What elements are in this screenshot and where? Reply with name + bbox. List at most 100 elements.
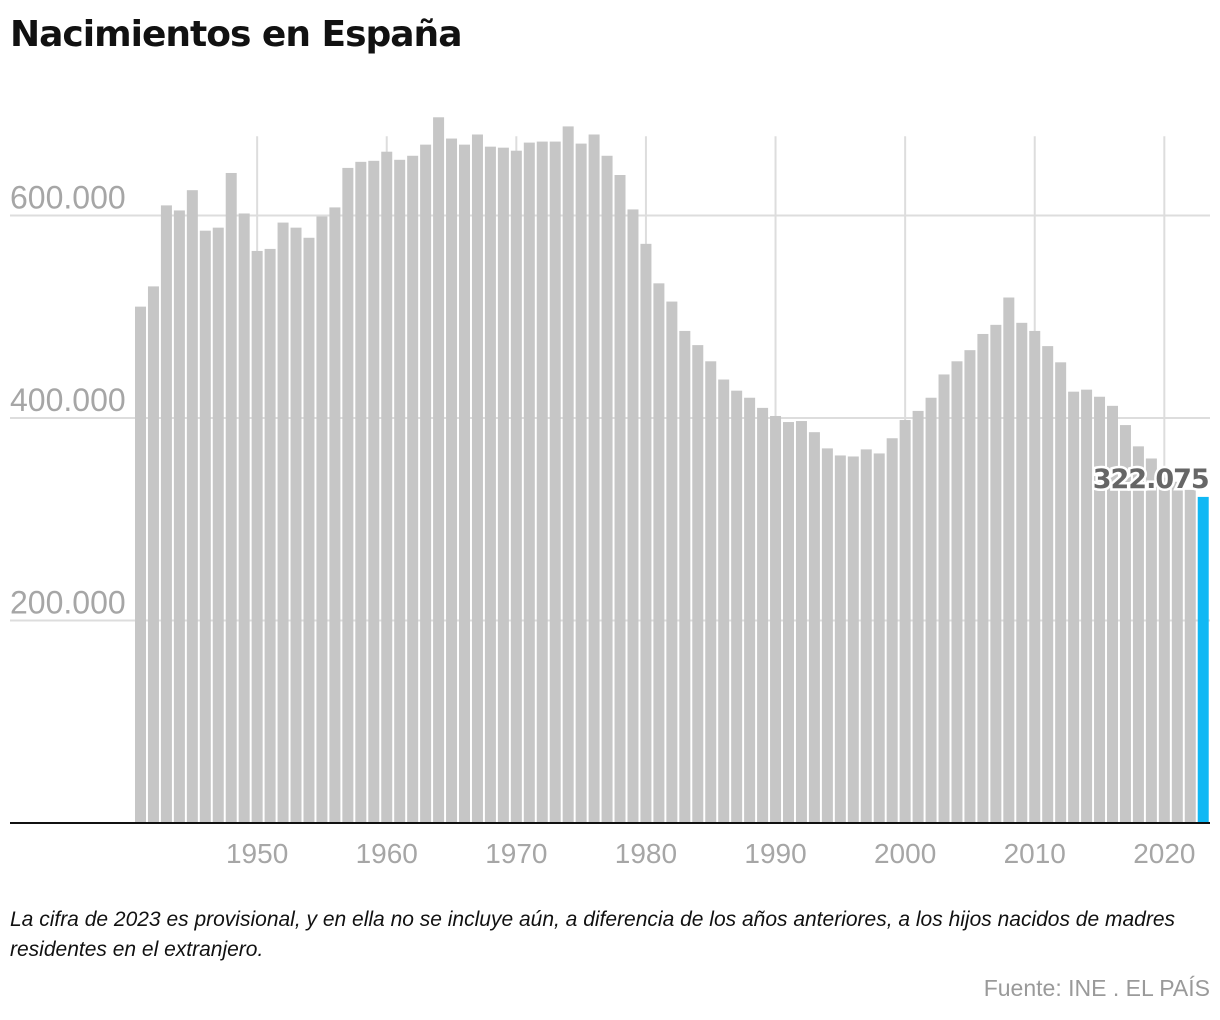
bar-2011 — [1042, 346, 1054, 823]
bar-1965 — [446, 138, 458, 824]
bar-1960 — [381, 151, 393, 823]
bar-1978 — [614, 175, 626, 823]
bar-2021 — [1171, 481, 1183, 823]
bar-2017 — [1119, 425, 1131, 823]
bar-1992 — [795, 421, 807, 823]
bar-1996 — [847, 456, 859, 823]
bar-1998 — [873, 453, 885, 823]
bar-1979 — [627, 209, 639, 824]
bar-2009 — [1016, 322, 1028, 823]
x-tick-label: 1990 — [744, 838, 806, 869]
x-tick-label: 1960 — [356, 838, 418, 869]
bar-2020 — [1158, 477, 1170, 823]
bar-1974 — [562, 126, 574, 823]
bar-1955 — [316, 216, 328, 823]
bar-2002 — [925, 397, 937, 823]
bar-1989 — [757, 407, 769, 823]
y-tick-label: 600.000 — [10, 180, 126, 216]
bar-1943 — [160, 205, 172, 823]
bar-2010 — [1029, 330, 1041, 823]
bar-2005 — [964, 350, 976, 823]
bar-1994 — [821, 448, 833, 823]
bar-1983 — [679, 330, 691, 823]
source-credit: Fuente: INE . EL PAÍS — [983, 975, 1210, 1001]
bar-1959 — [368, 160, 380, 823]
bar-1957 — [342, 167, 354, 824]
bar-2000 — [899, 420, 911, 823]
x-tick-label: 1970 — [485, 838, 547, 869]
x-axis-labels: 1950 1960 1970 1980 1990 2000 2010 2020 — [226, 838, 1195, 869]
bar-1942 — [147, 286, 159, 823]
highlight-value-label: 322.075 — [1093, 464, 1209, 495]
bar-1968 — [484, 146, 496, 823]
bar-1995 — [834, 455, 846, 823]
chart-title: Nacimientos en España — [10, 14, 462, 55]
x-tick-label: 2010 — [1004, 838, 1066, 869]
bar-2023 — [1197, 496, 1209, 823]
bar-1948 — [225, 172, 237, 824]
bar-1970 — [510, 150, 522, 823]
bar-1972 — [536, 141, 548, 823]
bar-1964 — [433, 117, 445, 824]
bar-2007 — [990, 324, 1002, 823]
bar-1987 — [731, 390, 743, 823]
bar-1962 — [407, 155, 419, 823]
bar-1947 — [212, 227, 224, 823]
bar-1961 — [394, 159, 406, 823]
bar-1985 — [705, 361, 717, 823]
bar-1997 — [860, 449, 872, 823]
bar-1986 — [718, 379, 730, 823]
bar-1980 — [640, 243, 652, 824]
bar-1976 — [588, 134, 600, 823]
bar-1990 — [770, 415, 782, 823]
bar-2014 — [1081, 389, 1093, 823]
x-tick-label: 1980 — [615, 838, 677, 869]
bar-1941 — [135, 306, 146, 823]
bar-1956 — [329, 207, 341, 823]
bar-1944 — [173, 210, 185, 823]
x-tick-label: 2020 — [1133, 838, 1195, 869]
bar-1963 — [420, 144, 432, 823]
bar-1967 — [471, 134, 483, 823]
bar-1971 — [523, 142, 535, 824]
bar-1953 — [290, 227, 302, 823]
bar-2013 — [1068, 391, 1080, 823]
bar-2019 — [1145, 458, 1157, 823]
bar-1991 — [783, 422, 794, 823]
bar-2001 — [912, 410, 924, 823]
bar-2008 — [1003, 297, 1015, 823]
bar-1973 — [549, 141, 561, 823]
bar-1966 — [459, 144, 470, 823]
bar-2012 — [1055, 362, 1067, 823]
bar-1988 — [744, 397, 756, 823]
bar-2003 — [938, 374, 950, 823]
bar-1949 — [238, 213, 250, 824]
bar-1999 — [886, 438, 898, 823]
bar-2015 — [1094, 396, 1106, 823]
x-tick-label: 1950 — [226, 838, 288, 869]
bar-1969 — [497, 147, 509, 824]
footnote: La cifra de 2023 es provisional, y en el… — [10, 908, 1176, 961]
bar-1951 — [264, 248, 276, 824]
bar-1981 — [653, 283, 665, 823]
bar-1954 — [303, 237, 315, 823]
bar-1977 — [601, 155, 613, 823]
bar-1945 — [186, 190, 198, 823]
bar-2018 — [1132, 446, 1144, 823]
x-tick-label: 2000 — [874, 838, 936, 869]
bar-1982 — [666, 301, 678, 823]
bar-1946 — [199, 230, 211, 823]
y-tick-label: 400.000 — [10, 382, 126, 418]
bars — [135, 117, 1209, 824]
y-tick-label: 200.000 — [10, 585, 126, 621]
bar-2004 — [951, 361, 963, 823]
bar-2022 — [1184, 489, 1196, 823]
bar-1958 — [355, 161, 367, 823]
bar-1950 — [251, 250, 263, 823]
bar-1993 — [808, 432, 820, 823]
bar-1952 — [277, 222, 289, 823]
bar-1975 — [575, 143, 587, 824]
bar-2006 — [977, 333, 989, 823]
bar-1984 — [692, 345, 704, 823]
